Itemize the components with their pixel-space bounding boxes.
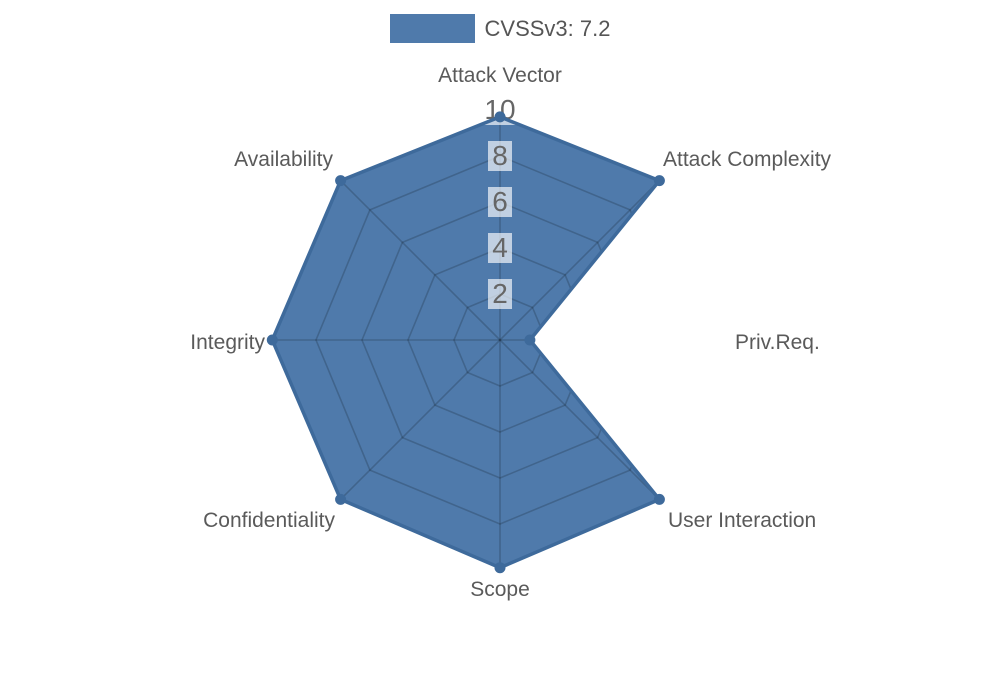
angle-line-availability [336, 176, 501, 341]
data-point-priv-req[interactable] [524, 334, 536, 346]
chart-legend[interactable]: CVSSv3: 7.2 [0, 14, 1000, 43]
tick-backdrop-4 [488, 233, 512, 263]
data-point-attack-complexity[interactable] [653, 175, 665, 187]
axis-label-confidentiality: Confidentiality [203, 509, 335, 532]
angle-line-confidentiality [336, 339, 501, 504]
data-series-fill [272, 116, 660, 568]
axis-label-priv-req: Priv.Req. [735, 331, 820, 354]
data-point-attack-vector[interactable] [494, 111, 506, 123]
tick-label-2: 2 [492, 278, 508, 309]
axis-label-attack-complexity: Attack Complexity [663, 148, 832, 171]
angle-line-user-interaction [499, 339, 660, 504]
tick-label-6: 6 [492, 186, 508, 217]
data-point-availability[interactable] [335, 175, 347, 187]
angle-line-attack-complexity [499, 176, 660, 341]
grid-ring-2 [453, 293, 547, 387]
legend-label: CVSSv3: 7.2 [484, 15, 611, 41]
axis-label-integrity: Integrity [190, 331, 265, 354]
tick-label-4: 4 [492, 232, 508, 263]
data-point-scope[interactable] [494, 562, 506, 574]
axis-label-attack-vector: Attack Vector [438, 64, 562, 87]
data-point-integrity[interactable] [266, 334, 278, 346]
tick-backdrop-8 [488, 141, 512, 171]
tick-backdrop-2 [488, 279, 512, 309]
data-point-confidentiality[interactable] [335, 493, 347, 505]
legend-swatch[interactable] [389, 14, 475, 43]
axis-label-scope: Scope [470, 578, 530, 601]
tick-backdrop-6 [488, 187, 512, 217]
axis-label-user-interaction: User Interaction [668, 509, 816, 532]
tick-label-8: 8 [492, 140, 508, 171]
data-point-user-interaction[interactable] [653, 493, 665, 505]
axis-label-availability: Availability [234, 148, 333, 171]
